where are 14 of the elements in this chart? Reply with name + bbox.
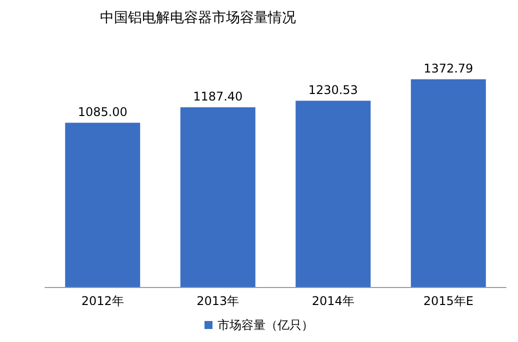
data-label: 1187.40 [193, 89, 243, 104]
x-tick-label: 2012年 [81, 294, 124, 308]
bar [296, 100, 371, 287]
x-tick-label: 2014年 [312, 294, 354, 308]
data-label: 1085.00 [78, 104, 128, 119]
x-tick-label: 2015年E [423, 294, 474, 308]
bar [65, 122, 140, 287]
data-label: 1230.53 [308, 82, 358, 97]
bar [410, 79, 486, 287]
chart-title: 中国铝电解电容器市场容量情况 [100, 10, 296, 26]
x-tick-label: 2013年 [196, 294, 240, 308]
data-label: 1372.79 [424, 61, 474, 76]
legend-label: 市场容量（亿只） [218, 318, 314, 332]
bar [180, 107, 256, 287]
